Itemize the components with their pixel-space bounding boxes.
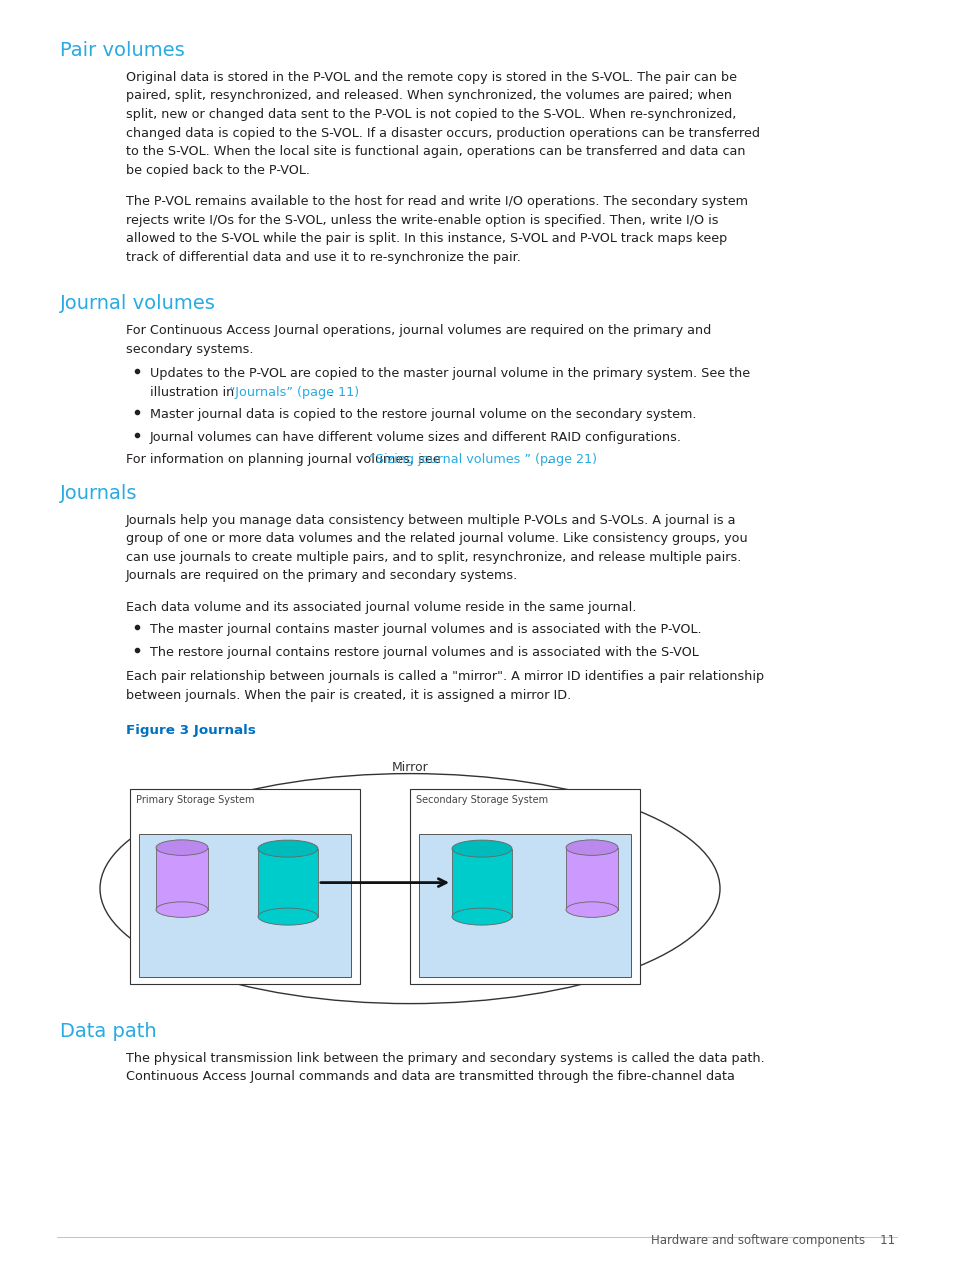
Bar bbox=[418, 834, 630, 976]
FancyArrowPatch shape bbox=[320, 878, 446, 886]
Text: Master
journal volume: Master journal volume bbox=[257, 869, 317, 888]
Ellipse shape bbox=[565, 840, 618, 855]
Text: split, new or changed data sent to the P-VOL is not copied to the S-VOL. When re: split, new or changed data sent to the P… bbox=[126, 108, 736, 121]
Ellipse shape bbox=[452, 840, 512, 857]
Text: allowed to the S-VOL while the pair is split. In this instance, S-VOL and P-VOL : allowed to the S-VOL while the pair is s… bbox=[126, 233, 726, 245]
Text: Journals: Journals bbox=[60, 483, 137, 502]
Ellipse shape bbox=[565, 902, 618, 918]
Ellipse shape bbox=[257, 840, 317, 857]
Text: group of one or more data volumes and the related journal volume. Like consisten: group of one or more data volumes and th… bbox=[126, 533, 747, 545]
Text: can use journals to create multiple pairs, and to split, resynchronize, and rele: can use journals to create multiple pair… bbox=[126, 550, 740, 563]
Text: Master
journal: Master journal bbox=[223, 949, 267, 971]
Text: Restore
journal: Restore journal bbox=[500, 949, 549, 971]
Text: “Sizing journal volumes ” (page 21): “Sizing journal volumes ” (page 21) bbox=[369, 452, 597, 466]
Text: The restore journal contains restore journal volumes and is associated with the : The restore journal contains restore jou… bbox=[150, 646, 698, 658]
Text: Continuous Access Journal commands and data are transmitted through the fibre-ch: Continuous Access Journal commands and d… bbox=[126, 1070, 734, 1083]
Text: rejects write I/Os for the S-VOL, unless the write-enable option is specified. T: rejects write I/Os for the S-VOL, unless… bbox=[126, 214, 718, 226]
Text: Pair volumes: Pair volumes bbox=[60, 41, 185, 60]
Ellipse shape bbox=[452, 907, 512, 925]
Text: illustration in: illustration in bbox=[150, 385, 238, 399]
Text: be copied back to the P-VOL.: be copied back to the P-VOL. bbox=[126, 164, 310, 177]
Text: Primary
data volume: Primary data volume bbox=[156, 864, 207, 885]
Ellipse shape bbox=[257, 907, 317, 925]
Text: Hardware and software components    11: Hardware and software components 11 bbox=[650, 1234, 894, 1247]
Text: Master journal data is copied to the restore journal volume on the secondary sys: Master journal data is copied to the res… bbox=[150, 408, 696, 421]
Bar bbox=[139, 834, 351, 976]
Text: Updates to the P-VOL are copied to the master journal volume in the primary syst: Updates to the P-VOL are copied to the m… bbox=[150, 367, 749, 380]
Text: Secondary Storage System: Secondary Storage System bbox=[416, 794, 548, 805]
Text: paired, split, resynchronized, and released. When synchronized, the volumes are : paired, split, resynchronized, and relea… bbox=[126, 89, 731, 103]
Text: Journals are required on the primary and secondary systems.: Journals are required on the primary and… bbox=[126, 569, 517, 582]
Text: For Continuous Access Journal operations, journal volumes are required on the pr: For Continuous Access Journal operations… bbox=[126, 324, 711, 337]
Text: Each data volume and its associated journal volume reside in the same journal.: Each data volume and its associated jour… bbox=[126, 600, 636, 614]
Text: The P-VOL remains available to the host for read and write I/O operations. The s: The P-VOL remains available to the host … bbox=[126, 194, 747, 208]
Bar bbox=[565, 848, 618, 910]
Text: track of differential data and use it to re-synchronize the pair.: track of differential data and use it to… bbox=[126, 250, 520, 263]
Text: The master journal contains master journal volumes and is associated with the P-: The master journal contains master journ… bbox=[150, 623, 700, 636]
Bar bbox=[156, 848, 208, 910]
Text: .: . bbox=[329, 385, 333, 399]
Bar bbox=[452, 849, 512, 916]
Ellipse shape bbox=[156, 840, 208, 855]
Text: Secondary
data volume: Secondary data volume bbox=[566, 864, 617, 885]
Bar bbox=[410, 788, 639, 984]
Text: Mirror: Mirror bbox=[392, 761, 428, 774]
Ellipse shape bbox=[156, 902, 208, 918]
Text: Journals help you manage data consistency between multiple P-VOLs and S-VOLs. A : Journals help you manage data consistenc… bbox=[126, 513, 736, 526]
Text: secondary systems.: secondary systems. bbox=[126, 342, 253, 356]
Text: between journals. When the pair is created, it is assigned a mirror ID.: between journals. When the pair is creat… bbox=[126, 689, 571, 702]
Text: For information on planning journal volumes, see: For information on planning journal volu… bbox=[126, 452, 444, 466]
Text: Data path: Data path bbox=[60, 1022, 156, 1041]
Text: Restore
journal volume: Restore journal volume bbox=[452, 869, 512, 888]
Bar bbox=[257, 849, 317, 916]
Text: .: . bbox=[543, 452, 551, 466]
Text: Journal volumes: Journal volumes bbox=[60, 294, 215, 313]
Text: Journal volumes can have different volume sizes and different RAID configuration: Journal volumes can have different volum… bbox=[150, 431, 681, 444]
Text: “Journals” (page 11): “Journals” (page 11) bbox=[230, 385, 359, 399]
Text: Original data is stored in the P-VOL and the remote copy is stored in the S-VOL.: Original data is stored in the P-VOL and… bbox=[126, 71, 737, 84]
Text: The physical transmission link between the primary and secondary systems is call: The physical transmission link between t… bbox=[126, 1051, 764, 1065]
Text: changed data is copied to the S-VOL. If a disaster occurs, production operations: changed data is copied to the S-VOL. If … bbox=[126, 127, 760, 140]
Text: to the S-VOL. When the local site is functional again, operations can be transfe: to the S-VOL. When the local site is fun… bbox=[126, 145, 744, 158]
Bar bbox=[130, 788, 359, 984]
Text: Primary Storage System: Primary Storage System bbox=[136, 794, 254, 805]
Text: Each pair relationship between journals is called a "mirror". A mirror ID identi: Each pair relationship between journals … bbox=[126, 670, 763, 683]
Text: Figure 3 Journals: Figure 3 Journals bbox=[126, 724, 255, 737]
